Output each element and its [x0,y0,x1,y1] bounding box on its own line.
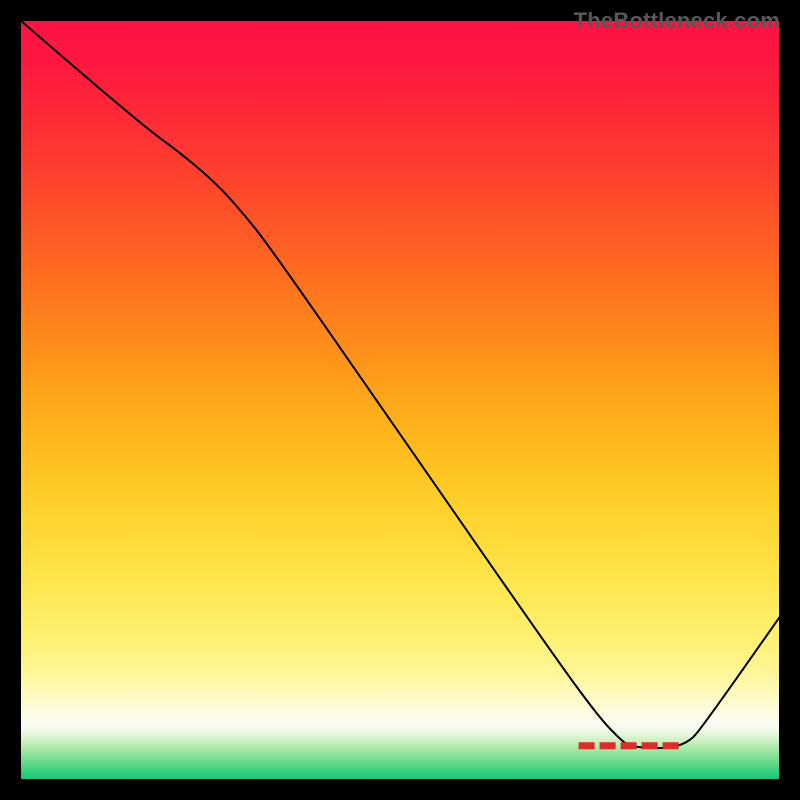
bottleneck-chart [0,0,800,800]
chart-container: TheBottleneck.com [0,0,800,800]
watermark-text: TheBottleneck.com [574,8,780,34]
chart-plot-background [20,20,780,780]
